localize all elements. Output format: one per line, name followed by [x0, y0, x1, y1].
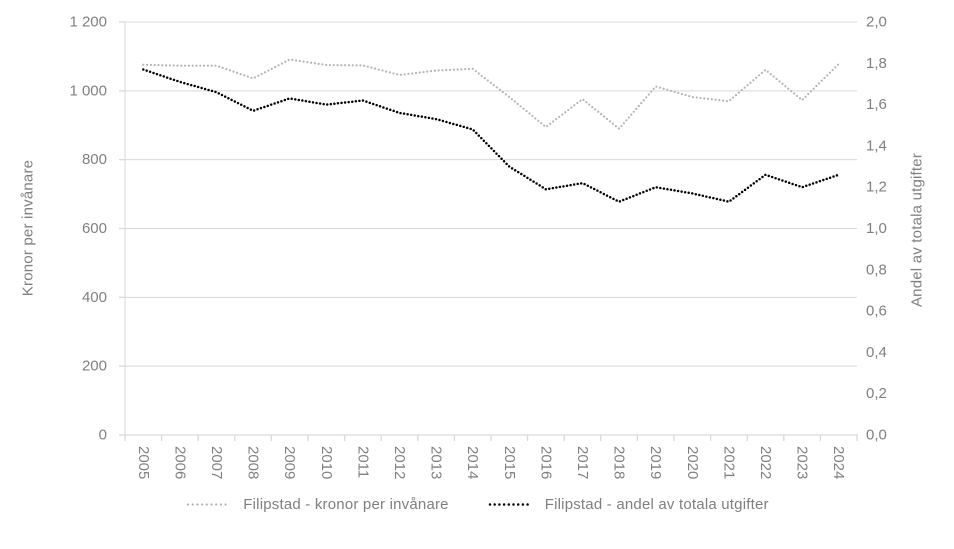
- plot-area: 0 200 400 600 800 1 000 1 200 0,0 0,2 0,4 0,6 0,8 1,…: [69, 14, 887, 480]
- legend-label-kronor: Filipstad - kronor per invånare: [243, 496, 449, 513]
- x-axis-tick-label: 2019: [647, 446, 664, 479]
- y-axis-tick-label: 400: [82, 289, 107, 306]
- y2-axis-tick-label: 1,2: [866, 179, 887, 196]
- y-axis-tick-label: 1 200: [69, 14, 107, 31]
- y-axis-tick-label: 200: [82, 358, 107, 375]
- y2-axis-tick-label: 1,8: [866, 55, 887, 72]
- y-axis-tick-label: 1 000: [69, 82, 107, 99]
- x-axis-tick-label: 2010: [318, 446, 335, 479]
- y2-axis-tick-label: 0,2: [866, 385, 887, 402]
- legend-marker-dotted-line-gray-icon: [187, 503, 232, 506]
- y2-axis-tick-label: 1,0: [866, 220, 887, 237]
- x-axis-tick-label: 2014: [464, 446, 481, 479]
- x-axis-tick-label: 2020: [684, 446, 701, 479]
- x-axis-tick-label: 2011: [354, 446, 371, 478]
- x-axis-tick-label: 2015: [501, 446, 518, 479]
- legend-item-kronor: Filipstad - kronor per invånare: [185, 496, 449, 513]
- x-axis-tick-label: 2012: [391, 446, 408, 479]
- y-axis-title-left: Kronor per invånare: [19, 159, 37, 297]
- x-axis-tick-label: 2021: [720, 446, 737, 479]
- x-axis-tick-label: 2009: [281, 446, 298, 479]
- y2-axis-tick-label: 2,0: [866, 14, 887, 31]
- y2-axis-tick-label: 0,0: [866, 427, 887, 444]
- y2-axis-tick-label: 0,8: [866, 261, 887, 278]
- x-axis-tick-label: 2022: [757, 446, 774, 479]
- x-axis-tick-label: 2018: [611, 446, 628, 479]
- y2-axis-tick-label: 0,6: [866, 303, 887, 320]
- series-line-kronor: [142, 58, 840, 131]
- x-axis-tick-label: 2017: [574, 446, 591, 479]
- legend: Filipstad - kronor per invånare Filipsta…: [0, 496, 954, 513]
- y-axis-tick-label: 0: [99, 427, 107, 444]
- x-axis-tick-label: 2013: [428, 446, 445, 479]
- y-axis-tick-label: 800: [82, 151, 107, 168]
- legend-label-andel: Filipstad - andel av totala utgifter: [544, 496, 769, 513]
- y-axis-tick-label: 600: [82, 220, 107, 237]
- x-axis-tick-label: 2005: [135, 446, 152, 479]
- x-axis-tick-label: 2007: [208, 446, 225, 479]
- x-axis-tick-label: 2023: [794, 446, 811, 479]
- legend-marker-dotted-line-black-icon: [488, 503, 533, 506]
- x-axis-tick-label: 2016: [537, 446, 554, 479]
- y-axis-title-right: Andel av totala utgifter: [908, 152, 926, 308]
- y2-axis-tick-label: 0,4: [866, 344, 887, 361]
- y2-axis-tick-label: 1,4: [866, 137, 887, 154]
- x-axis-tick-label: 2006: [171, 446, 188, 479]
- x-axis-tick-label: 2008: [245, 446, 262, 479]
- legend-item-andel: Filipstad - andel av totala utgifter: [487, 496, 769, 513]
- y2-axis-tick-label: 1,6: [866, 96, 887, 113]
- series-line-andel: [142, 68, 840, 204]
- x-axis-tick-label: 2024: [830, 446, 847, 479]
